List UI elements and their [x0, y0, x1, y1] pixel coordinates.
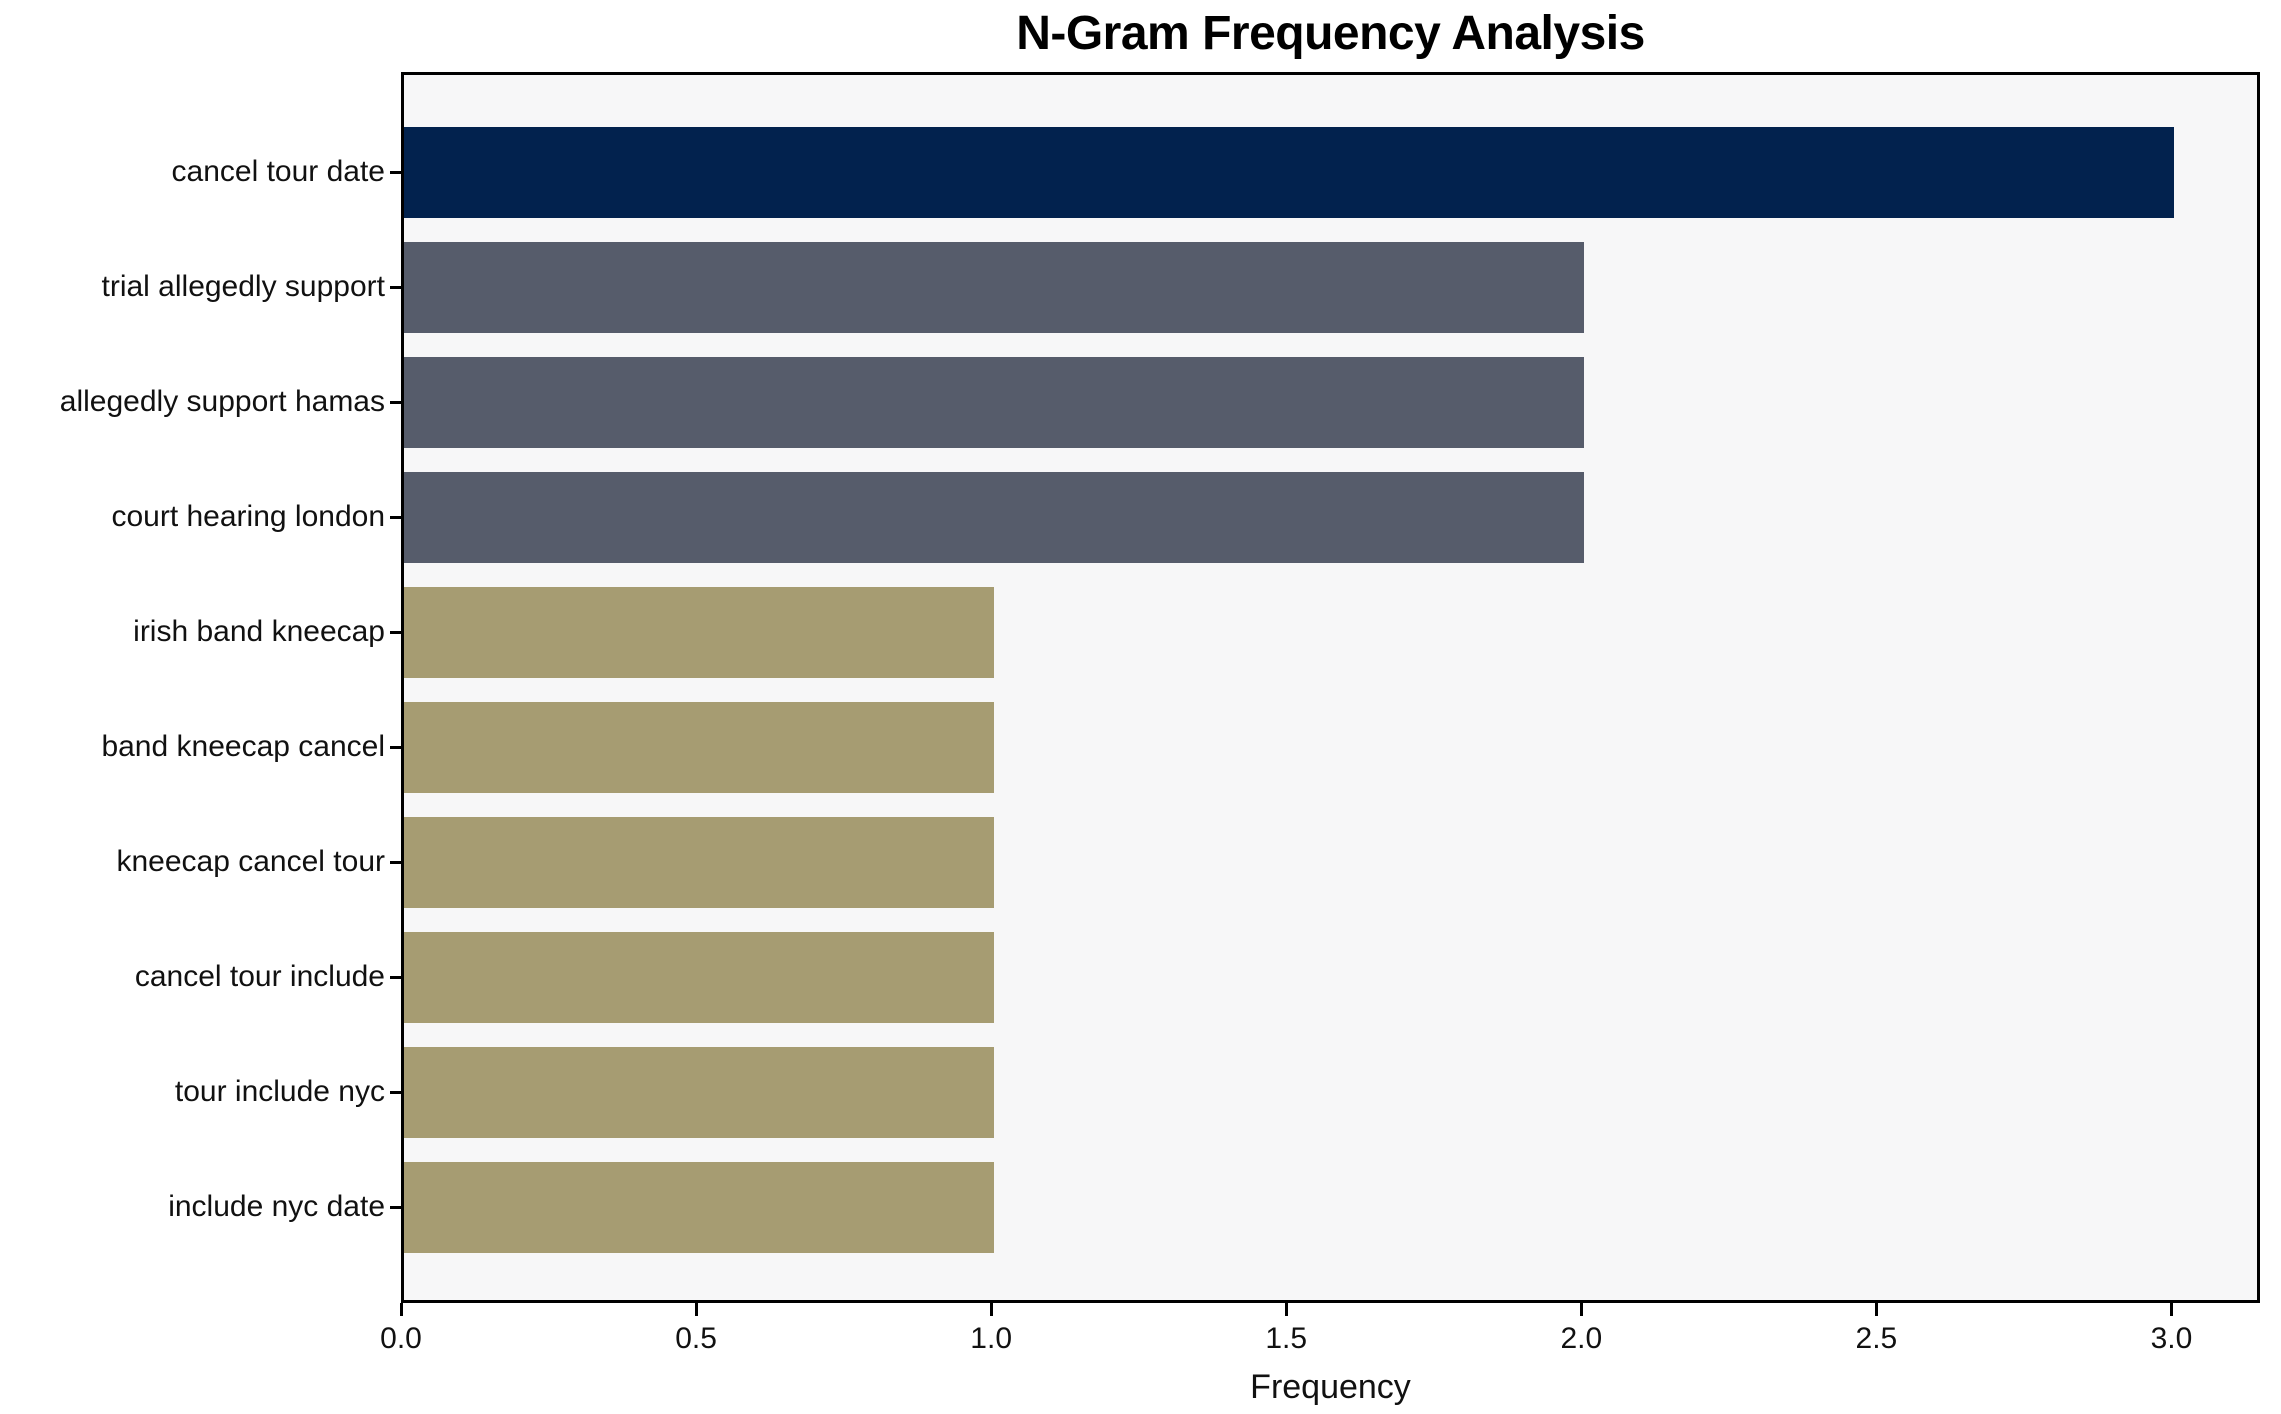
y-tick-mark: [390, 516, 401, 519]
x-tick-mark: [990, 1303, 994, 1316]
y-tick-label: cancel tour include: [134, 960, 385, 993]
plot-area: [401, 72, 2260, 1303]
y-tick-label: cancel tour date: [171, 155, 385, 188]
x-tick-label: 0.0: [380, 1322, 422, 1355]
bar: [404, 816, 994, 908]
y-tick-mark: [390, 1206, 401, 1209]
y-tick-label: allegedly support hamas: [59, 385, 385, 418]
bar: [404, 241, 1584, 333]
y-tick-label: band kneecap cancel: [101, 730, 385, 763]
y-tick-label: include nyc date: [168, 1190, 385, 1223]
bar: [404, 586, 994, 678]
x-tick-mark: [1285, 1303, 1289, 1316]
y-tick-mark: [390, 976, 401, 979]
bar: [404, 471, 1584, 563]
x-tick-label: 1.0: [970, 1322, 1013, 1355]
y-tick-mark: [390, 746, 401, 749]
x-tick-label: 2.5: [1855, 1322, 1898, 1355]
chart-title: N-Gram Frequency Analysis: [1016, 7, 1645, 60]
y-tick-label: tour include nyc: [174, 1075, 385, 1108]
x-tick-label: 3.0: [2150, 1322, 2193, 1355]
x-axis-title: Frequency: [1250, 1368, 1411, 1406]
y-tick-mark: [390, 401, 401, 404]
x-tick-label: 1.5: [1265, 1322, 1308, 1355]
x-tick-label: 0.5: [675, 1322, 717, 1355]
x-tick-label: 2.0: [1560, 1322, 1603, 1355]
x-tick-mark: [1580, 1303, 1584, 1316]
bar: [404, 931, 994, 1023]
x-tick-mark: [695, 1303, 699, 1316]
bar: [404, 1046, 994, 1138]
x-tick-mark: [2170, 1303, 2174, 1316]
x-tick-mark: [400, 1303, 403, 1316]
y-tick-label: irish band kneecap: [133, 615, 385, 648]
y-tick-mark: [390, 861, 401, 864]
bar: [404, 356, 1584, 448]
y-tick-label: kneecap cancel tour: [116, 845, 385, 878]
bar: [404, 126, 2174, 218]
y-tick-mark: [390, 1091, 401, 1094]
bar: [404, 1161, 994, 1253]
y-tick-mark: [390, 171, 401, 174]
bar: [404, 701, 994, 793]
x-tick-mark: [1875, 1303, 1879, 1316]
y-tick-label: court hearing london: [111, 500, 385, 533]
y-tick-mark: [390, 631, 401, 634]
y-tick-label: trial allegedly support: [101, 270, 386, 303]
y-tick-mark: [390, 286, 401, 289]
